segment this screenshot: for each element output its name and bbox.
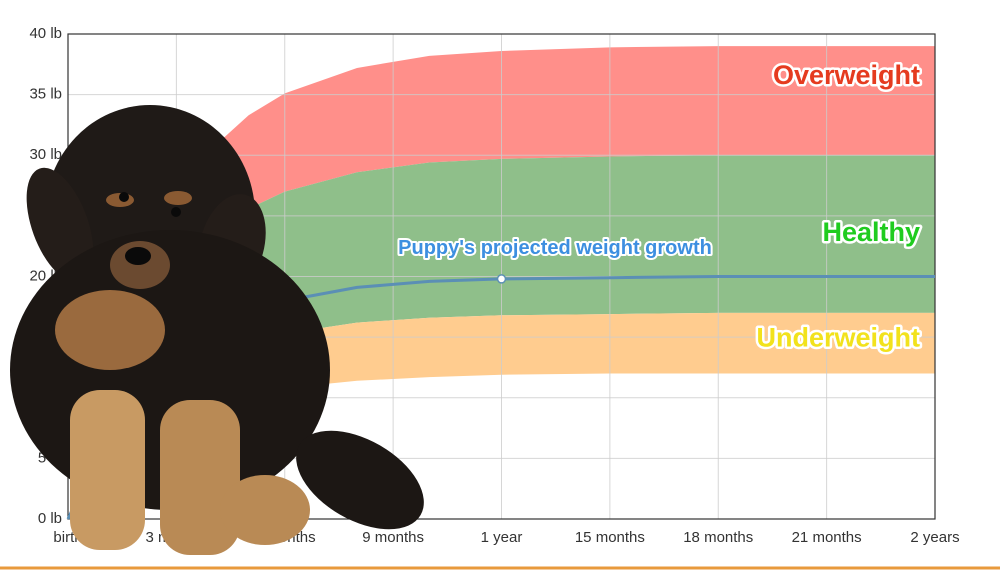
y-tick-label: 40 lb [29,25,62,42]
band-label: Healthy [822,217,920,247]
puppy-image [10,105,424,555]
projection-label: Puppy's projected weight growth [398,237,712,259]
y-tick-label: 0 lb [38,510,62,527]
x-tick-label: 2 years [910,529,959,546]
projection-marker [496,274,507,284]
x-tick-label: 15 months [575,529,645,546]
y-tick-label: 30 lb [29,146,62,163]
x-tick-label: 21 months [792,529,862,546]
x-tick-label: 18 months [683,529,753,546]
band-label: Underweight [756,322,920,352]
y-tick-label: 35 lb [29,86,62,103]
x-tick-label: 9 months [362,529,424,546]
band-label: Overweight [773,60,920,90]
x-tick-label: 1 year [481,529,523,546]
